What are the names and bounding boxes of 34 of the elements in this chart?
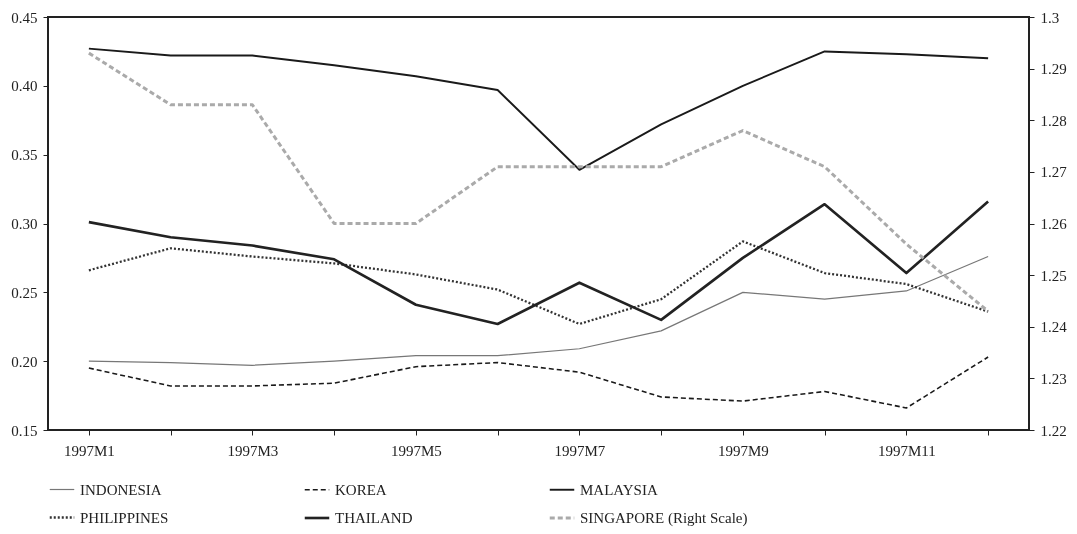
y2-tick-label: 1.23 xyxy=(1040,370,1067,387)
y-tick-label: 0.40 xyxy=(11,78,38,95)
y2-tick-label: 1.25 xyxy=(1040,267,1067,284)
line-series xyxy=(87,240,990,326)
x-tick-label: 1997M1 xyxy=(63,442,115,459)
y2-tick-label: 1.29 xyxy=(1040,61,1067,78)
x-tick-label: 1997M9 xyxy=(717,442,769,459)
x-tick-label: 1997M7 xyxy=(554,442,606,459)
line-series xyxy=(87,200,990,326)
legend-label: KOREA xyxy=(335,481,387,498)
legend-label: PHILIPPINES xyxy=(80,509,169,526)
line-series xyxy=(88,255,989,366)
x-tick-label: 1997M11 xyxy=(877,442,936,459)
y2-tick-label: 1.24 xyxy=(1040,319,1068,336)
y2-tick-label: 1.28 xyxy=(1040,112,1067,129)
y2-tick-label: 1.26 xyxy=(1040,216,1068,232)
line-series xyxy=(88,356,989,409)
y-tick-label: 0.30 xyxy=(11,216,38,232)
y-tick-label: 0.35 xyxy=(11,147,38,164)
y-tick-label: 0.15 xyxy=(11,422,38,439)
y2-tick-label: 1.3 xyxy=(1040,9,1060,26)
line-series xyxy=(87,47,990,171)
legend-label: SINGAPORE (Right Scale) xyxy=(580,510,748,527)
x-tick-label: 1997M3 xyxy=(227,442,279,459)
legend-label: MALAYSIA xyxy=(580,481,658,498)
legend-label: INDONESIA xyxy=(80,481,162,498)
y-tick-label: 0.20 xyxy=(11,353,38,370)
line-series xyxy=(87,51,990,313)
y2-tick-label: 1.22 xyxy=(1040,422,1067,439)
x-tick-label: 1997M5 xyxy=(390,442,442,459)
legend-label: THAILAND xyxy=(335,510,413,526)
y2-tick-label: 1.27 xyxy=(1040,164,1068,181)
y-tick-label: 0.25 xyxy=(11,284,38,301)
y-tick-label: 0.45 xyxy=(11,9,38,26)
